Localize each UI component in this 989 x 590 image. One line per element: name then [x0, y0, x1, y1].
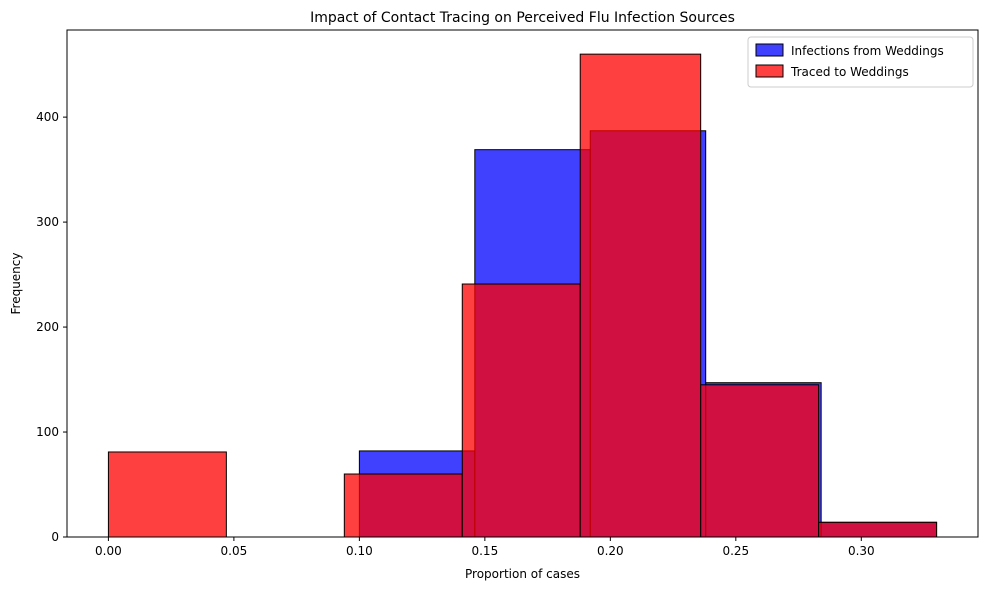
x-axis-label: Proportion of cases: [465, 567, 580, 581]
histogram-bar: [579, 53, 702, 538]
chart-title: Impact of Contact Tracing on Perceived F…: [310, 10, 735, 26]
legend-box: [747, 36, 974, 88]
y-tick-label: 0: [51, 530, 59, 544]
x-tick-label: 0.15: [471, 544, 498, 558]
x-tick-label: 0.20: [597, 544, 624, 558]
y-tick-label: 400: [36, 110, 59, 124]
x-tick-label: 0.30: [848, 544, 875, 558]
x-tick-label: 0.25: [722, 544, 749, 558]
histogram-bar: [343, 473, 463, 538]
x-tick-label: 0.10: [346, 544, 373, 558]
legend-swatch: [755, 64, 784, 78]
x-tick-label: 0.05: [221, 544, 248, 558]
y-axis-label: Frequency: [9, 253, 23, 315]
histogram-bar: [700, 384, 820, 538]
y-tick-label: 100: [36, 425, 59, 439]
legend-label: Infections from Weddings: [791, 44, 944, 58]
legend: Infections from Weddings Traced to Weddin…: [747, 36, 974, 88]
y-axis: 0 100 200 300 400: [36, 110, 67, 544]
x-axis: 0.00 0.05 0.10 0.15 0.20 0.25 0.30: [95, 537, 875, 558]
legend-label: Traced to Weddings: [790, 65, 909, 79]
plot-frame: [66, 29, 979, 538]
y-tick-label: 200: [36, 320, 59, 334]
legend-swatch: [755, 43, 784, 57]
histogram-bar: [107, 451, 227, 538]
series-2: [107, 53, 938, 538]
x-tick-label: 0.00: [95, 544, 122, 558]
histogram-bar: [818, 521, 938, 538]
histogram-bar: [461, 283, 581, 538]
y-tick-label: 300: [36, 215, 59, 229]
plot-area: [66, 29, 979, 538]
